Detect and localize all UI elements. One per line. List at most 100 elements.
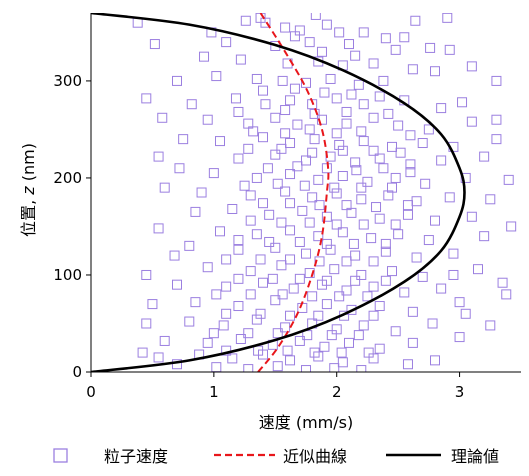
scatter-point	[380, 33, 391, 44]
scatter-point	[186, 99, 197, 110]
scatter-point	[285, 225, 296, 236]
scatter-point	[380, 246, 391, 257]
scatter-point	[215, 226, 225, 237]
y-tick-label: 300	[53, 72, 82, 90]
scatter-point	[221, 308, 232, 319]
scatter-point	[208, 168, 219, 179]
theory-curve	[91, 13, 466, 372]
scatter-point	[358, 27, 369, 38]
scatter-point	[479, 151, 490, 162]
y-tick-label: 0	[72, 363, 82, 381]
scatter-point	[288, 283, 299, 294]
scatter-point	[383, 108, 394, 119]
scatter-point	[289, 31, 300, 42]
scatter-point	[417, 138, 428, 149]
scatter-point	[285, 355, 296, 366]
scatter-point	[341, 106, 352, 117]
legend-scatter-marker	[53, 448, 68, 463]
scatter-point	[466, 211, 477, 222]
scatter-point	[387, 141, 397, 152]
scatter-point	[350, 50, 361, 61]
scatter-point	[202, 262, 213, 273]
scatter-point	[460, 308, 471, 319]
y-axis-title: 位置, z (nm)	[19, 143, 38, 237]
scatter-point	[380, 275, 391, 286]
scatter-point	[457, 97, 468, 108]
scatter-point	[348, 238, 359, 249]
scatter-point	[153, 352, 164, 363]
scatter-point	[491, 75, 502, 86]
scatter-point	[390, 326, 401, 337]
scatter-point	[218, 320, 229, 331]
scatter-point	[448, 248, 459, 259]
scatter-point	[235, 334, 246, 345]
scatter-point	[272, 328, 283, 339]
scatter-point	[402, 359, 413, 370]
scatter-point	[264, 209, 275, 220]
x-tick-label: 1	[209, 383, 219, 401]
scatter-point	[190, 206, 201, 217]
scatter-point	[351, 165, 362, 176]
scatter-point	[289, 83, 300, 94]
scatter-point	[390, 44, 401, 55]
scatter-point	[337, 145, 348, 156]
y-tick-label: 200	[53, 169, 82, 187]
scatter-point	[230, 93, 241, 104]
scatter-point	[436, 103, 447, 114]
scatter-point	[243, 328, 254, 339]
scatter-point	[353, 330, 364, 341]
scatter-point	[141, 93, 152, 104]
scatter-point	[174, 163, 185, 174]
scatter-point	[255, 308, 266, 319]
scatter-point	[358, 136, 369, 147]
scatter-point	[270, 295, 281, 306]
scatter-point	[280, 105, 291, 116]
scatter-point	[366, 233, 377, 244]
scatter-point	[243, 364, 254, 372]
scatter-point	[316, 46, 327, 57]
scatter-point	[270, 242, 281, 253]
scatter-point	[313, 310, 324, 321]
scatter-point	[390, 219, 401, 230]
scatter-point	[334, 27, 345, 38]
scatter-point	[282, 345, 293, 356]
legend-theory-label: 理論値	[451, 447, 499, 466]
scatter-point	[393, 229, 404, 240]
scatter-point	[159, 335, 170, 346]
scatter-point	[430, 215, 440, 226]
scatter-point	[153, 223, 164, 234]
scatter-point	[319, 87, 330, 98]
scatter-point	[202, 114, 213, 125]
scatter-point	[280, 22, 291, 33]
scatter-point	[313, 351, 324, 362]
scatter-point	[172, 75, 182, 86]
scatter-point	[336, 347, 347, 358]
scatter-point	[285, 198, 296, 209]
scatter-point	[172, 279, 182, 290]
scatter-point	[374, 343, 385, 354]
scatter-point	[321, 299, 332, 310]
scatter-point	[277, 289, 288, 300]
scatter-point	[251, 73, 262, 84]
scatter-point	[411, 196, 422, 207]
scatter-point	[137, 347, 148, 358]
scatter-point	[276, 143, 287, 154]
scatter-point	[280, 128, 291, 139]
scatter-point	[301, 77, 311, 88]
scatter-point	[466, 116, 477, 127]
scatter-point	[285, 310, 296, 321]
scatter-point	[157, 112, 168, 123]
scatter-point	[280, 186, 291, 197]
scatter-point	[362, 176, 373, 187]
scatter-point	[485, 320, 496, 331]
y-tick-label: 100	[53, 266, 82, 284]
scatter-point	[368, 112, 379, 123]
scatter-point	[251, 229, 262, 240]
scatter-point	[294, 273, 305, 284]
scatter-point	[199, 51, 210, 62]
scatter-point	[321, 19, 332, 30]
scatter-point	[321, 238, 332, 249]
scatter-point	[405, 130, 416, 141]
x-tick-label: 0	[86, 383, 96, 401]
scatter-point	[411, 252, 422, 263]
